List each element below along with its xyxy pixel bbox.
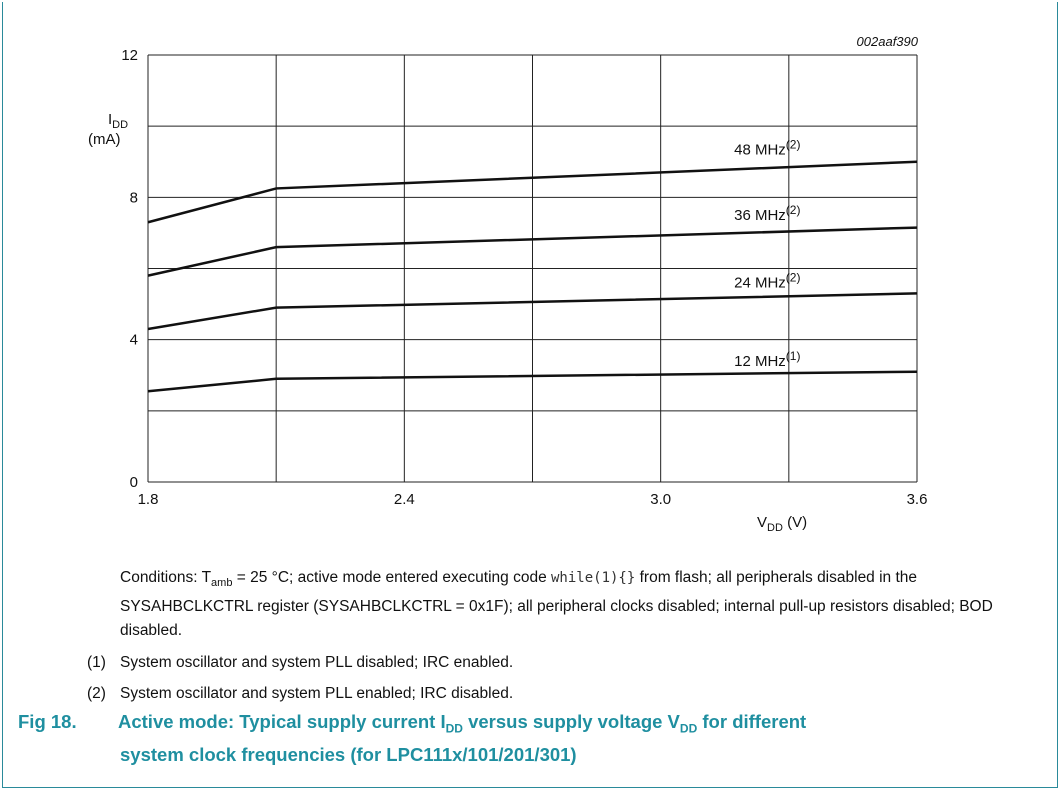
series-labels: 48 MHz(2) 36 MHz(2) 24 MHz(2) 12 MHz(1) — [734, 137, 800, 370]
footnote-1: (1) System oscillator and system PLL disa… — [87, 654, 514, 671]
series-label: 12 MHz(1) — [734, 349, 800, 370]
reference-id: 002aaf390 — [857, 34, 919, 49]
series-label: 36 MHz(2) — [734, 203, 800, 224]
y-tick-label: 8 — [130, 189, 138, 206]
series-line-3 — [147, 370, 918, 393]
y-tick-label: 12 — [121, 47, 138, 64]
x-tick-label: 1.8 — [138, 491, 159, 508]
series-line-2 — [147, 292, 918, 331]
series-label: 24 MHz(2) — [734, 271, 800, 292]
grid — [147, 54, 918, 483]
chart: 1.8 2.4 3.0 3.6 0 4 8 12 48 MHz(2) 36 MHz(2) 24 M… — [88, 34, 927, 534]
figure-caption: Fig 18. Active mode: Typical supply curre… — [18, 711, 807, 765]
x-tick-label: 3.6 — [907, 491, 928, 508]
series-lines — [147, 160, 918, 393]
tick-labels: 1.8 2.4 3.0 3.6 0 4 8 12 — [121, 47, 927, 508]
series-line-0 — [147, 160, 918, 224]
series-line-1 — [147, 226, 918, 277]
y-tick-label: 4 — [130, 332, 138, 349]
footnote-2: (2) System oscillator and system PLL enab… — [87, 685, 514, 702]
x-axis-label: VDD (V) — [757, 514, 807, 534]
y-axis-label: IDD — [108, 111, 128, 131]
y-tick-label: 0 — [130, 474, 138, 491]
conditions-text: Conditions: Tamb = 25 °C; active mode en… — [120, 569, 993, 640]
x-tick-label: 3.0 — [650, 491, 671, 508]
x-tick-label: 2.4 — [394, 491, 415, 508]
y-axis-unit: (mA) — [88, 131, 121, 148]
series-label: 48 MHz(2) — [734, 137, 800, 158]
